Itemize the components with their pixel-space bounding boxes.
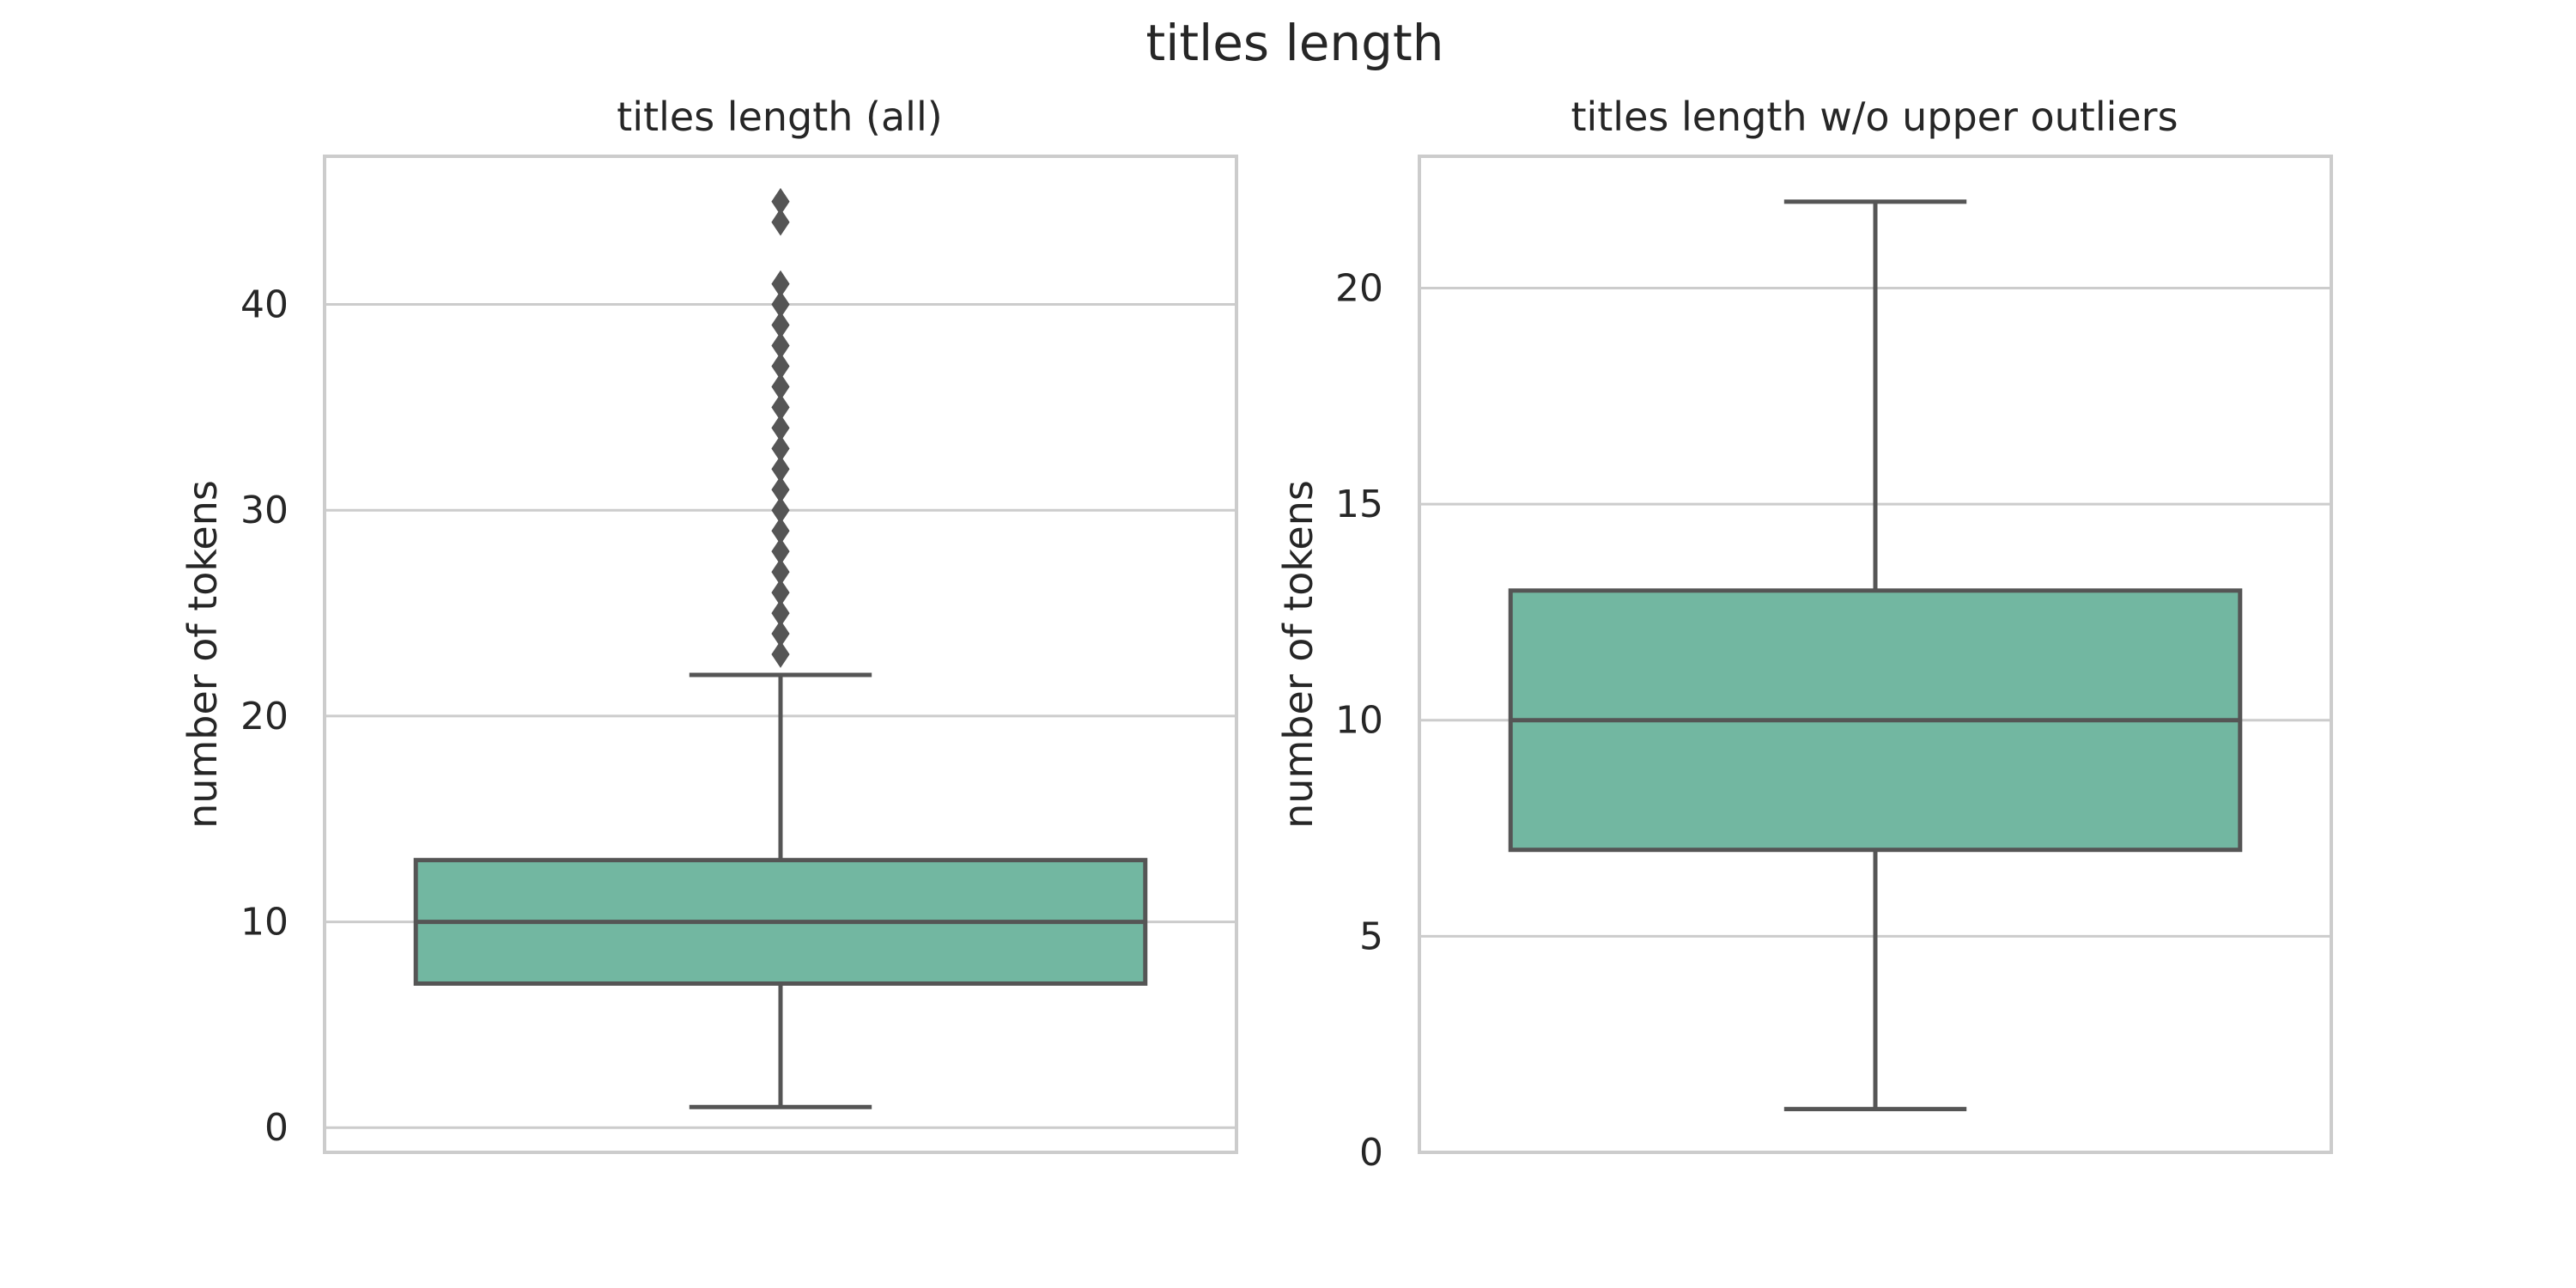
- outlier-point: [771, 641, 790, 668]
- box-plot: [413, 187, 1148, 1109]
- plot-frame: [323, 155, 1238, 1154]
- y-tick-labels: 0 5 10 15 20: [1335, 266, 1383, 1175]
- outlier-point: [771, 476, 790, 504]
- figure-title: titles length: [1146, 14, 1444, 72]
- y-tick-label: 0: [1359, 1131, 1383, 1175]
- y-tick-label: 0: [264, 1106, 289, 1150]
- outlier-point: [771, 352, 790, 380]
- outlier-point: [771, 517, 790, 545]
- y-tick-label: 10: [240, 901, 289, 945]
- outlier-point: [771, 290, 790, 319]
- y-tick-label: 5: [1359, 914, 1383, 958]
- outlier-point: [771, 208, 790, 236]
- subplot-all: titles length (all) number of tokens 0 10…: [179, 94, 1238, 1154]
- y-tick-label: 10: [1335, 699, 1383, 743]
- outlier-point: [771, 187, 790, 216]
- subplot-title: titles length (all): [617, 94, 942, 140]
- outlier-point: [771, 599, 790, 627]
- outlier-point: [771, 496, 790, 525]
- outlier-point: [771, 579, 790, 607]
- y-tick-labels: 0 10 20 30 40: [240, 283, 289, 1151]
- outlier-point: [771, 414, 790, 442]
- y-axis-label: number of tokens: [1275, 480, 1321, 829]
- y-tick-label: 40: [240, 283, 289, 327]
- y-axis-label: number of tokens: [179, 480, 226, 829]
- outlier-point: [771, 620, 790, 647]
- plot-frame: [1418, 155, 2333, 1154]
- outlier-point: [771, 270, 790, 298]
- subplot-no-outliers: titles length w/o upper outliers number …: [1275, 94, 2333, 1175]
- outlier-point: [771, 373, 790, 401]
- subplot-title: titles length w/o upper outliers: [1571, 94, 2178, 140]
- y-tick-label: 15: [1335, 483, 1383, 526]
- y-tick-label: 30: [240, 489, 289, 532]
- outlier-point: [771, 538, 790, 566]
- y-tick-label: 20: [240, 695, 289, 738]
- outlier-point: [771, 558, 790, 586]
- outlier-point: [771, 455, 790, 483]
- box-plot: [1508, 199, 2243, 1112]
- y-tick-label: 20: [1335, 266, 1383, 310]
- outlier-point: [771, 331, 790, 360]
- outlier-point: [771, 311, 790, 339]
- outlier-point: [771, 434, 790, 463]
- outlier-point: [771, 393, 790, 422]
